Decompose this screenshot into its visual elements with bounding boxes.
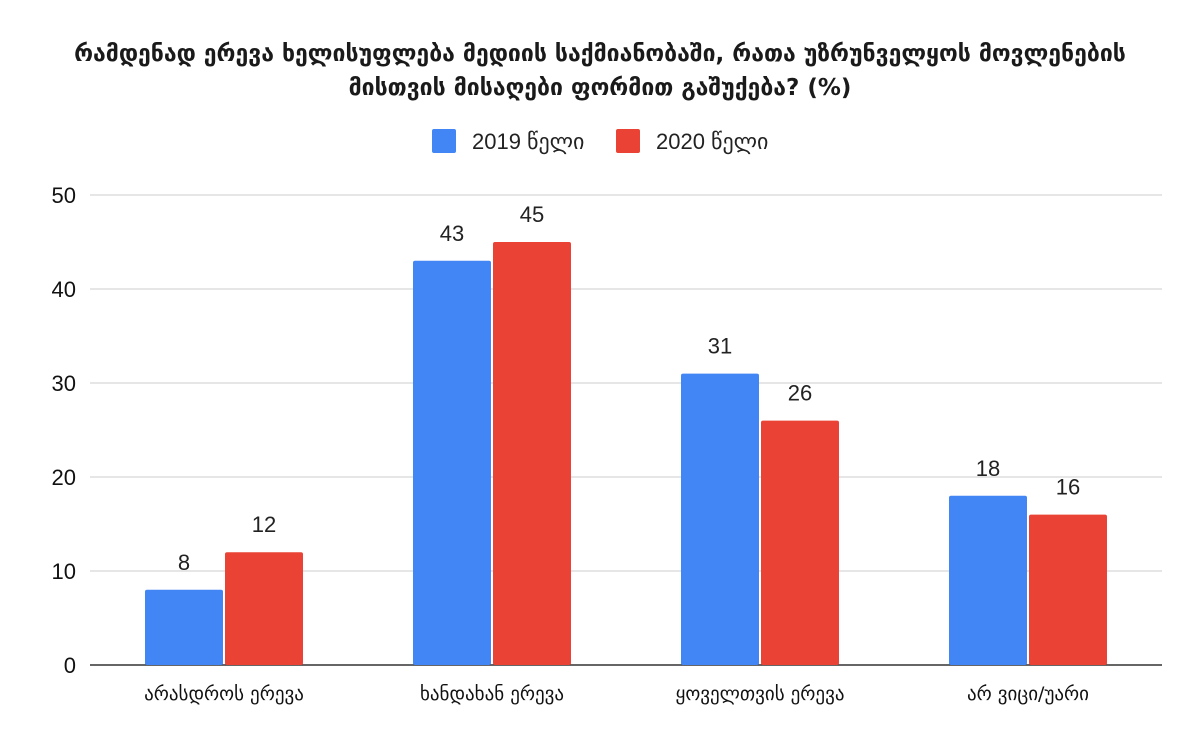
bar [949, 495, 1027, 665]
y-tick-label: 10 [52, 559, 76, 584]
bar [1029, 514, 1107, 665]
y-tick-label: 0 [64, 653, 76, 678]
y-tick-label: 40 [52, 277, 76, 302]
bar [681, 373, 759, 665]
legend-label: 2020 წელი [656, 129, 768, 155]
data-label: 43 [440, 221, 464, 246]
category-label: ყოველთვის ერევა [676, 683, 845, 705]
chart-subtitle: მისთვის მისაღები ფორმით გაშუქება? (%) [348, 75, 852, 101]
legend-swatch [616, 129, 640, 153]
chart-title: რამდენად ერევა ხელისუფლება მედიის საქმია… [74, 41, 1126, 67]
bars [145, 242, 1107, 665]
y-tick-label: 30 [52, 371, 76, 396]
legend-label: 2019 წელი [472, 129, 584, 155]
bar [145, 589, 223, 665]
bar [761, 420, 839, 665]
data-label: 8 [178, 550, 190, 575]
data-label: 31 [708, 334, 732, 359]
bar [493, 242, 571, 665]
data-labels: 8 12 43 45 31 26 18 16 [178, 202, 1080, 575]
y-tick-label: 20 [52, 465, 76, 490]
data-label: 26 [788, 381, 812, 406]
y-tick-label: 50 [52, 183, 76, 208]
data-label: 45 [520, 202, 544, 227]
bar [225, 552, 303, 665]
data-label: 16 [1056, 475, 1080, 500]
data-label: 12 [252, 512, 276, 537]
y-axis: 0 10 20 30 40 50 [52, 183, 76, 678]
bar [413, 260, 491, 665]
x-axis: არასდროს ერევა ხანდახან ერევა ყოველთვის ერ… [144, 683, 1089, 705]
category-label: ხანდახან ერევა [420, 683, 564, 705]
category-label: არასდროს ერევა [144, 683, 304, 705]
legend-swatch [432, 129, 456, 153]
legend: 2019 წელი 2020 წელი [432, 129, 768, 155]
category-label: არ ვიცი/უარი [967, 683, 1089, 705]
data-label: 18 [976, 456, 1000, 481]
